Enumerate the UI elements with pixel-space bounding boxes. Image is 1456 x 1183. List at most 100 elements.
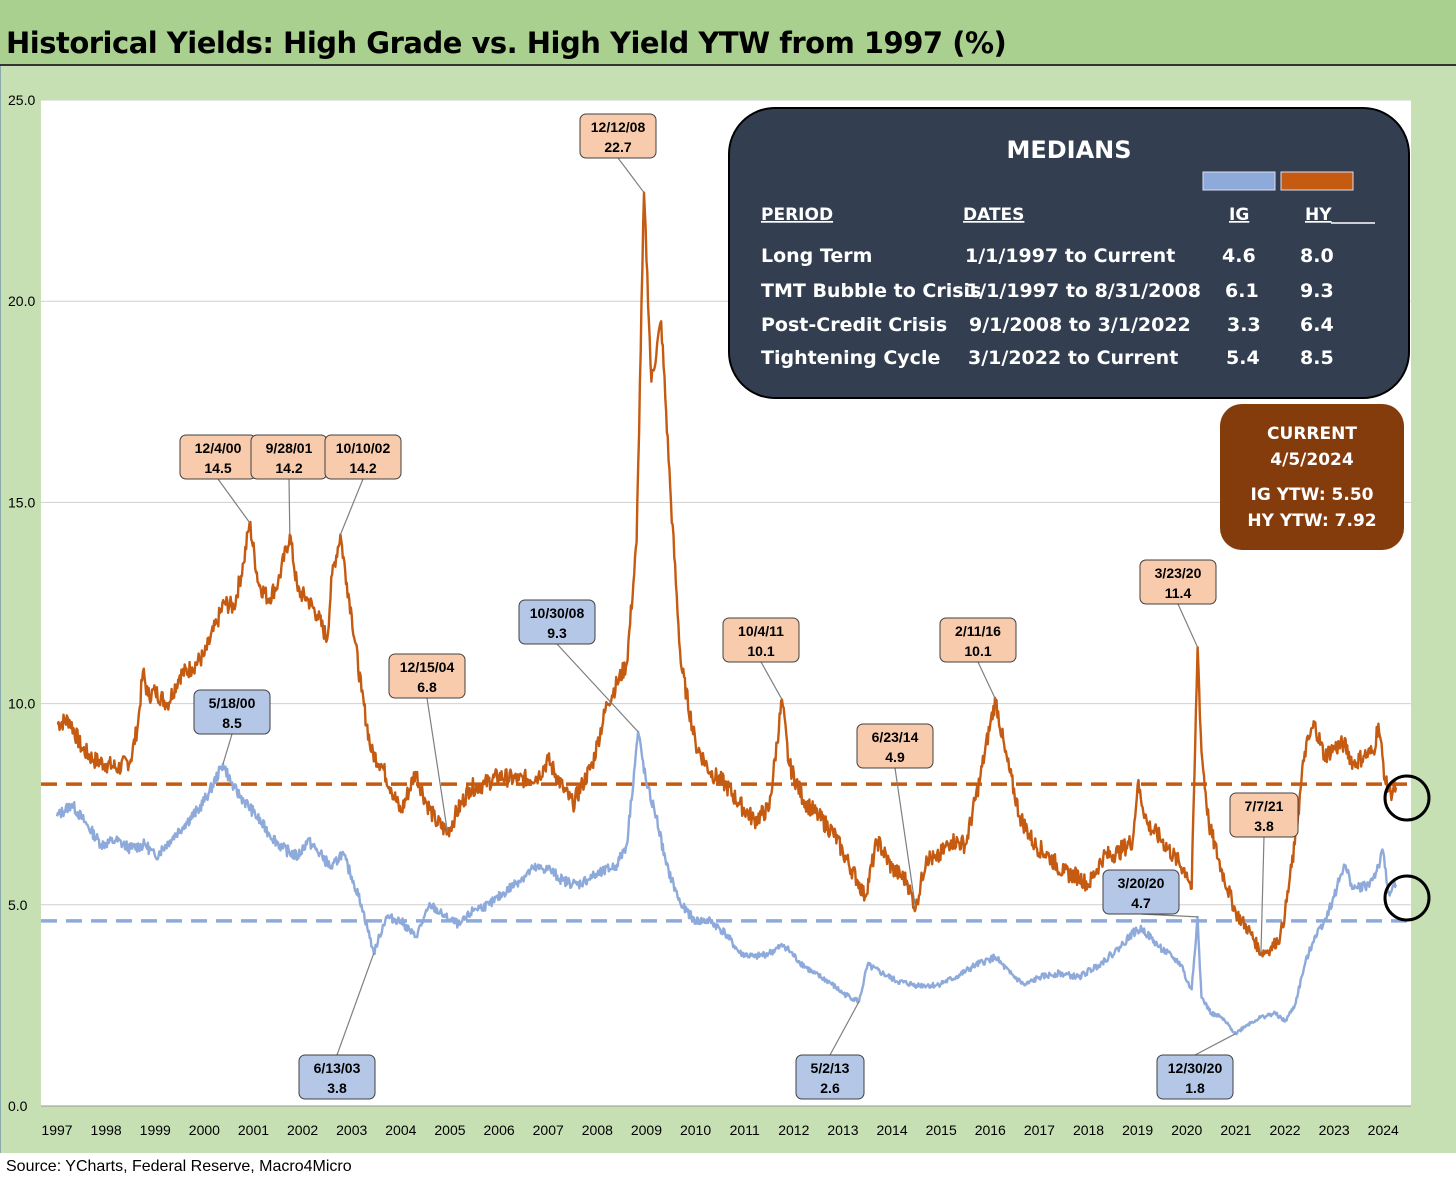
col-ig: IG: [1229, 205, 1249, 225]
y-tick-label: 0.0: [8, 1098, 28, 1114]
ig-callout-box: [298, 1054, 376, 1100]
source-bar: Source: YCharts, Federal Reserve, Macro4…: [0, 1153, 1456, 1183]
hy-callout-leader: [288, 478, 291, 535]
current-date: 4/5/2024: [1270, 450, 1354, 470]
x-tick-label: 2002: [287, 1122, 318, 1138]
y-tick-label: 5.0: [8, 897, 28, 913]
hy-callout-date: 6/23/14: [872, 729, 919, 745]
y-tick-label: 10.0: [8, 696, 35, 712]
hy-callout-value: 14.2: [275, 460, 302, 476]
ig-callout-value: 4.7: [1131, 895, 1151, 911]
x-tick-label: 2023: [1319, 1122, 1350, 1138]
hy-callout-leader: [894, 767, 917, 909]
x-tick-label: 2011: [730, 1122, 760, 1138]
ig-callout-date: 5/18/00: [209, 695, 256, 711]
hy-callout-date: 2/11/16: [955, 623, 1001, 639]
ig-callout-value: 8.5: [222, 715, 242, 731]
hy-callout-leader: [617, 157, 645, 193]
x-tick-label: 1999: [140, 1122, 171, 1138]
chart-title: Historical Yields: High Grade vs. High Y…: [6, 26, 1007, 60]
hy-callout-value: 22.7: [604, 139, 631, 155]
current-ig: IG YTW: 5.50: [1251, 485, 1374, 505]
hy-callout-value: 14.5: [204, 460, 231, 476]
hy-callout-leader: [1260, 836, 1265, 954]
medians-box: MEDIANS PERIOD DATES IG HY Long Term 1/1…: [728, 107, 1410, 399]
row-period: Tightening Cycle: [761, 347, 940, 369]
ig-callout-box: [1102, 869, 1180, 915]
ig-callout-box: [193, 689, 271, 735]
chart-panel: 25.0 20.0 15.0 10.0 5.0 0.0 1997 1998 1999 2000 2…: [0, 66, 1456, 1153]
hy-callout-value: 4.9: [885, 749, 905, 765]
hy-callout-date: 7/7/21: [1245, 798, 1284, 814]
callouts: 12/12/08 22.7 12/4/00 14.5 9/28/01 14.2 10/10/…: [179, 113, 1299, 1100]
hy-current-circle: [1383, 774, 1431, 822]
col-dates: DATES: [963, 205, 1024, 225]
x-tick-label: 2003: [336, 1122, 367, 1138]
row-ig: 4.6: [1222, 245, 1256, 267]
hy-callout-date: 10/10/02: [336, 440, 391, 456]
hy-callout-date: 12/15/04: [400, 659, 455, 675]
hy-callout-date: 3/23/20: [1155, 565, 1202, 581]
ig-legend-swatch: [1202, 171, 1276, 191]
x-tick-label: 2009: [631, 1122, 662, 1138]
hy-callout-leader: [339, 478, 364, 535]
hy-callout-leader: [760, 661, 783, 700]
callout-leaders: [217, 157, 1265, 1056]
x-tick-label: 2024: [1368, 1122, 1399, 1138]
ig-callout-date: 5/2/13: [811, 1060, 850, 1076]
x-tick-label: 2006: [484, 1122, 515, 1138]
row-hy: 8.5: [1300, 347, 1334, 369]
ig-callout-value: 3.8: [327, 1080, 347, 1096]
x-tick-label: 2005: [434, 1122, 465, 1138]
x-tick-label: 2016: [975, 1122, 1006, 1138]
source-note: Source: YCharts, Federal Reserve, Macro4…: [6, 1158, 352, 1175]
hy-callout-box: [1229, 792, 1299, 838]
row-dates: 1/1/1997 to 8/31/2008: [966, 280, 1201, 302]
hy-callout-box: [324, 434, 402, 480]
x-tick-label: 2008: [582, 1122, 613, 1138]
x-tick-label: 2020: [1171, 1122, 1202, 1138]
ig-callout-date: 10/30/08: [530, 605, 585, 621]
hy-callout-value: 10.1: [747, 643, 774, 659]
x-tick-label: 2022: [1269, 1122, 1300, 1138]
row-period: Long Term: [761, 245, 872, 267]
title-bar: Historical Yields: High Grade vs. High Y…: [0, 0, 1456, 66]
x-tick-label: 2001: [238, 1122, 269, 1138]
ig-callout-date: 3/20/20: [1118, 875, 1165, 891]
row-dates: 1/1/1997 to Current: [965, 245, 1175, 267]
row-dates: 9/1/2008 to 3/1/2022: [969, 314, 1191, 336]
series-lines: [55, 191, 1398, 1036]
y-tick-label: 25.0: [8, 92, 35, 108]
ig-callout-leader: [222, 733, 233, 765]
ig-callout-box: [518, 599, 596, 645]
y-axis: 25.0 20.0 15.0 10.0 5.0 0.0: [8, 92, 35, 1114]
hy-legend-swatch: [1280, 171, 1354, 191]
ig-callout-date: 12/30/20: [1168, 1060, 1223, 1076]
x-tick-label: 2014: [876, 1122, 907, 1138]
hy-callout-leader: [217, 478, 251, 523]
x-tick-label: 2010: [680, 1122, 711, 1138]
hy-callout-box: [939, 617, 1017, 663]
hy-callout-date: 12/4/00: [195, 440, 242, 456]
x-tick-label: 2019: [1122, 1122, 1153, 1138]
hy-callout-date: 9/28/01: [266, 440, 313, 456]
x-tick-label: 1997: [41, 1122, 72, 1138]
ig-current-circle: [1383, 874, 1431, 922]
current-hy: HY YTW: 7.92: [1247, 511, 1376, 531]
ig-series-line: [55, 730, 1398, 1036]
medians-heading: MEDIANS: [1006, 136, 1131, 164]
hy-callout-box: [388, 653, 466, 699]
x-tick-label: 2018: [1073, 1122, 1104, 1138]
x-tick-label: 2004: [385, 1122, 416, 1138]
x-tick-label: 2000: [189, 1122, 220, 1138]
current-heading: CURRENT: [1267, 424, 1357, 444]
x-tick-label: 2021: [1220, 1122, 1251, 1138]
col-hy: HY: [1305, 205, 1332, 225]
ig-callout-value: 2.6: [820, 1080, 840, 1096]
x-tick-label: 2013: [827, 1122, 858, 1138]
row-ig: 6.1: [1225, 280, 1259, 302]
hy-callout-box: [1139, 559, 1217, 605]
row-ig: 3.3: [1227, 314, 1261, 336]
ig-callout-leader: [829, 1001, 860, 1056]
row-hy: 6.4: [1300, 314, 1334, 336]
